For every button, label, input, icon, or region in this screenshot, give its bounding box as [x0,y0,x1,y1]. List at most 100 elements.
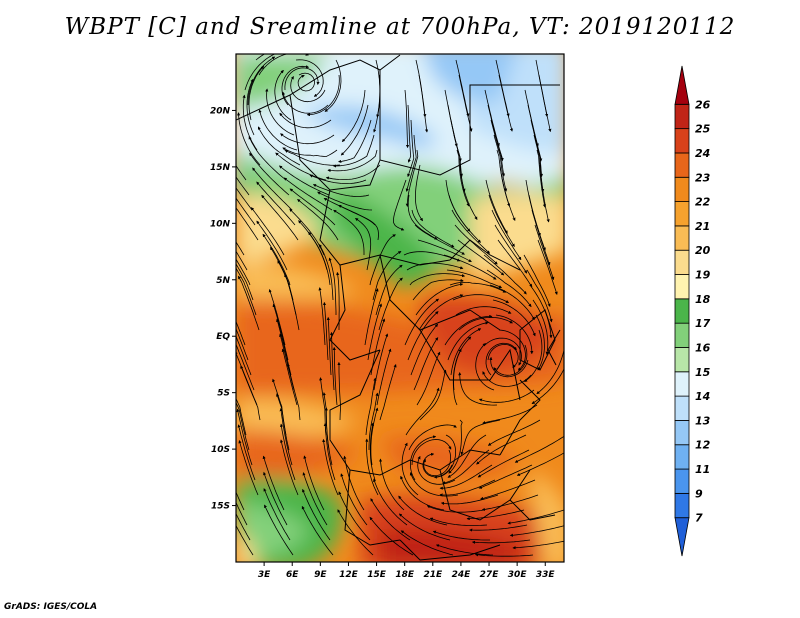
streamline [493,344,528,376]
streamline [498,329,526,371]
streamline [236,397,247,436]
streamline [268,288,286,346]
streamline [411,439,452,466]
streamline [242,94,258,151]
streamline [284,149,341,166]
streamline [295,59,324,97]
streamline [491,209,522,261]
streamline [332,346,338,406]
streamline [419,369,447,421]
lon-tick-label: 27E [480,570,500,580]
streamline [486,269,532,308]
streamline [367,303,383,361]
streamline [341,89,366,143]
streamline [415,282,464,316]
streamline [290,76,326,103]
streamline [279,439,299,496]
streamline [238,275,260,331]
streamline [265,88,295,136]
streamline [409,273,466,286]
streamline [392,179,407,231]
lon-tick-label: 30E [508,570,528,580]
streamline [459,164,478,220]
streamline [475,343,495,391]
streamline [460,419,501,456]
streamline [474,553,534,557]
streamline [512,540,564,550]
streamline [370,498,411,541]
streamline [263,471,288,526]
colorbar-label: 22 [695,196,711,209]
colorbar-label: 7 [695,512,703,525]
streamline [317,191,373,211]
streamline [536,149,547,208]
streamline [411,209,455,248]
streamline [487,419,541,446]
streamline [368,392,379,450]
lon-tick-label: 15E [367,570,387,580]
colorbar-swatch [674,444,690,470]
wbpt-field [236,54,564,562]
streamline [450,328,482,376]
streamline [369,234,396,286]
lon-tick-label: 18E [395,570,415,580]
streamline [526,269,553,323]
streamline [340,104,369,156]
streamline [302,488,331,541]
streamline [422,452,453,478]
streamline [378,458,405,511]
streamline [236,263,254,301]
streamline [274,69,292,121]
streamline [469,524,528,532]
streamline [324,59,342,112]
streamline [261,194,299,241]
streamline [531,209,551,266]
streamline [284,273,300,331]
streamline [404,298,440,346]
colorbar-swatch [674,322,690,348]
streamline [408,424,457,451]
streamline [338,119,372,163]
streamline [401,442,419,496]
streamline [340,473,368,526]
streamline [279,423,296,481]
streamline [279,407,293,466]
lon-tick-label: 9E [314,570,327,580]
streamline [404,89,410,149]
streamline [422,449,451,477]
streamline [439,464,493,490]
streamline [246,78,255,136]
streamline [478,389,535,403]
streamline [497,239,533,288]
streamline [480,479,536,500]
streamline [338,491,371,541]
streamline [447,434,487,478]
streamline [456,149,470,207]
streamline [458,74,473,132]
streamline [484,337,522,366]
streamline [495,314,534,355]
streamline [322,438,339,496]
streamline [318,287,326,346]
lon-tick-label: 21E [423,570,443,580]
streamline [440,494,499,505]
streamline [264,504,294,556]
streamline [418,74,429,133]
streamline [483,254,527,295]
streamline [236,335,252,376]
streamline [323,422,336,481]
lon-tick-label: 33E [536,570,556,580]
streamline [429,517,488,526]
colorbar-label: 14 [695,390,710,403]
longitude-axis: 3E 6E 9E 12E 15E 18E 21E 24E 27E 30E 33E [258,562,556,580]
streamline [488,194,515,248]
streamline [354,218,372,271]
streamline [236,501,248,526]
colorbar-swatch [674,274,690,300]
colorbar-label: 15 [695,366,711,379]
streamline [365,438,379,496]
streamline [417,239,472,262]
colorbar-swatch [674,201,690,227]
latitude-axis: 20N 15N 10N 5N EQ 5S 10S 15S [210,106,236,512]
streamline [444,314,493,346]
